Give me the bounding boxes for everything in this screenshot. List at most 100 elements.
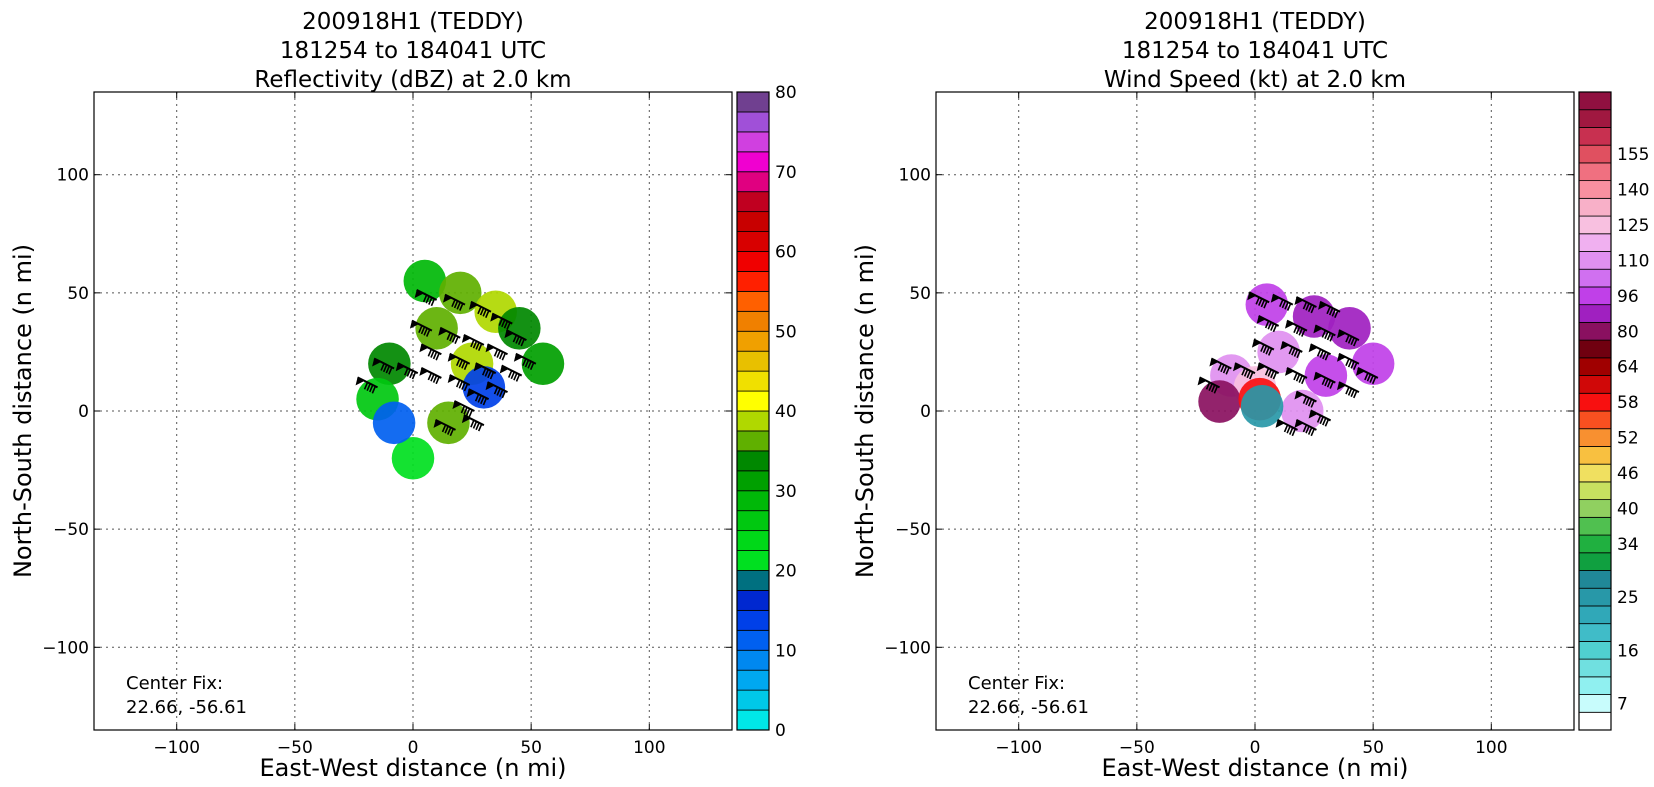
barb-feather	[1329, 381, 1334, 389]
barb-feather	[463, 383, 469, 392]
colorbar-bin	[736, 570, 770, 591]
barb-flag	[1209, 358, 1219, 367]
barb-feather	[472, 340, 478, 349]
barb-feather	[1298, 327, 1303, 336]
barb-flag	[1336, 353, 1346, 362]
colorbar-bin	[736, 550, 770, 571]
barb-flag	[438, 327, 448, 336]
y-tick-label: −50	[53, 520, 89, 540]
barb-feather	[517, 337, 523, 346]
wind-barb	[1270, 293, 1294, 311]
x-tick-label: −50	[277, 738, 313, 758]
field-cell	[1351, 342, 1395, 386]
field-cell	[521, 342, 565, 386]
barb-feather	[366, 383, 371, 391]
barb-feather	[1316, 348, 1322, 357]
barb-feather	[430, 298, 436, 307]
barb-feather	[435, 376, 440, 385]
y-tick-label: −100	[884, 638, 931, 658]
colorbar-bin	[1578, 321, 1612, 341]
colorbar-tick-label: 140	[1617, 180, 1649, 200]
barb-feather	[1326, 379, 1332, 388]
wind-barb	[1284, 367, 1308, 385]
barb-feather	[527, 361, 532, 369]
wind-barb	[504, 329, 527, 347]
colorbar-bin	[736, 450, 770, 472]
x-tick-label: 0	[1250, 738, 1261, 758]
barb-feather	[444, 425, 449, 434]
colorbar-bin	[736, 131, 770, 153]
barb-feather	[1321, 377, 1327, 385]
barb-feather	[1281, 300, 1287, 309]
barb-feather	[1353, 362, 1358, 370]
barb-flag	[1294, 297, 1304, 306]
colorbar-bin	[736, 290, 770, 312]
barb-feather	[477, 395, 482, 403]
chart-title-line-1: 200918H1 (TEDDY)	[302, 9, 524, 35]
barb-feather	[418, 325, 423, 333]
colorbar-bin	[1578, 127, 1612, 146]
barb-feather	[1326, 306, 1331, 315]
colorbar-bin	[1578, 197, 1612, 217]
barb-feather	[449, 333, 454, 342]
colorbar-bin	[1578, 286, 1612, 306]
wind-barb	[1233, 362, 1256, 380]
field-cell	[1304, 354, 1348, 397]
wind-barb	[1294, 419, 1317, 437]
colorbar-bin	[1578, 144, 1612, 164]
barb-feather	[422, 294, 428, 303]
wind-barb	[395, 362, 419, 380]
wind-barb	[409, 319, 433, 337]
barb-feather	[430, 373, 435, 382]
barb-flag	[1355, 367, 1365, 376]
wind-barb	[442, 293, 466, 311]
barb-feather	[455, 358, 461, 367]
barb-flag	[372, 358, 382, 367]
barb-feather	[380, 363, 385, 371]
barb-feather	[1310, 428, 1315, 437]
barb-feather	[1301, 329, 1306, 337]
barb-flag	[1284, 320, 1294, 329]
barb-flag	[1308, 410, 1318, 419]
barb-feather	[479, 307, 485, 316]
barb-feather	[496, 388, 501, 396]
colorbar-bin	[1578, 481, 1612, 501]
barb-feather	[1347, 388, 1353, 396]
colorbar-tick-label: 16	[1617, 641, 1639, 661]
barb-feather	[432, 351, 438, 360]
chart-title-line-2: 181254 to 184041 UTC	[280, 38, 546, 64]
barb-feather	[441, 424, 447, 433]
barb-flag	[1294, 419, 1304, 428]
barb-flag	[447, 375, 457, 384]
barb-feather	[1324, 378, 1329, 387]
barb-feather	[1262, 345, 1268, 354]
wind-barb	[461, 414, 485, 432]
wind-barb	[414, 289, 438, 307]
barb-flag	[414, 289, 424, 298]
wind-barb	[513, 352, 537, 370]
wind-barb	[485, 343, 508, 361]
colorbar-tick-label: 46	[1617, 464, 1639, 484]
barb-feather	[1260, 299, 1266, 308]
barb-feather	[1305, 425, 1310, 434]
barb-feather	[1258, 298, 1263, 306]
colorbar-bin	[736, 649, 770, 671]
x-tick-label: 0	[408, 738, 419, 758]
wind-barb	[473, 362, 497, 380]
x-tick-label: 100	[1475, 738, 1507, 758]
y-tick-label: −100	[42, 638, 89, 658]
colorbar-bin	[736, 590, 770, 611]
y-axis-label: North-South distance (n mi)	[851, 244, 879, 578]
barb-feather	[461, 361, 466, 369]
colorbar-bin	[736, 470, 770, 492]
barb-flag	[1256, 363, 1266, 372]
colorbar-bin	[736, 231, 770, 252]
barb-feather	[1286, 425, 1291, 434]
wind-barb	[419, 367, 442, 385]
barb-feather	[1319, 416, 1324, 425]
colorbar-tick-label: 50	[775, 322, 797, 342]
colorbar-frame	[736, 91, 770, 731]
barb-feather	[1291, 428, 1297, 437]
chart-title-line-1: 200918H1 (TEDDY)	[1144, 9, 1366, 35]
colorbar-bin	[736, 669, 770, 691]
